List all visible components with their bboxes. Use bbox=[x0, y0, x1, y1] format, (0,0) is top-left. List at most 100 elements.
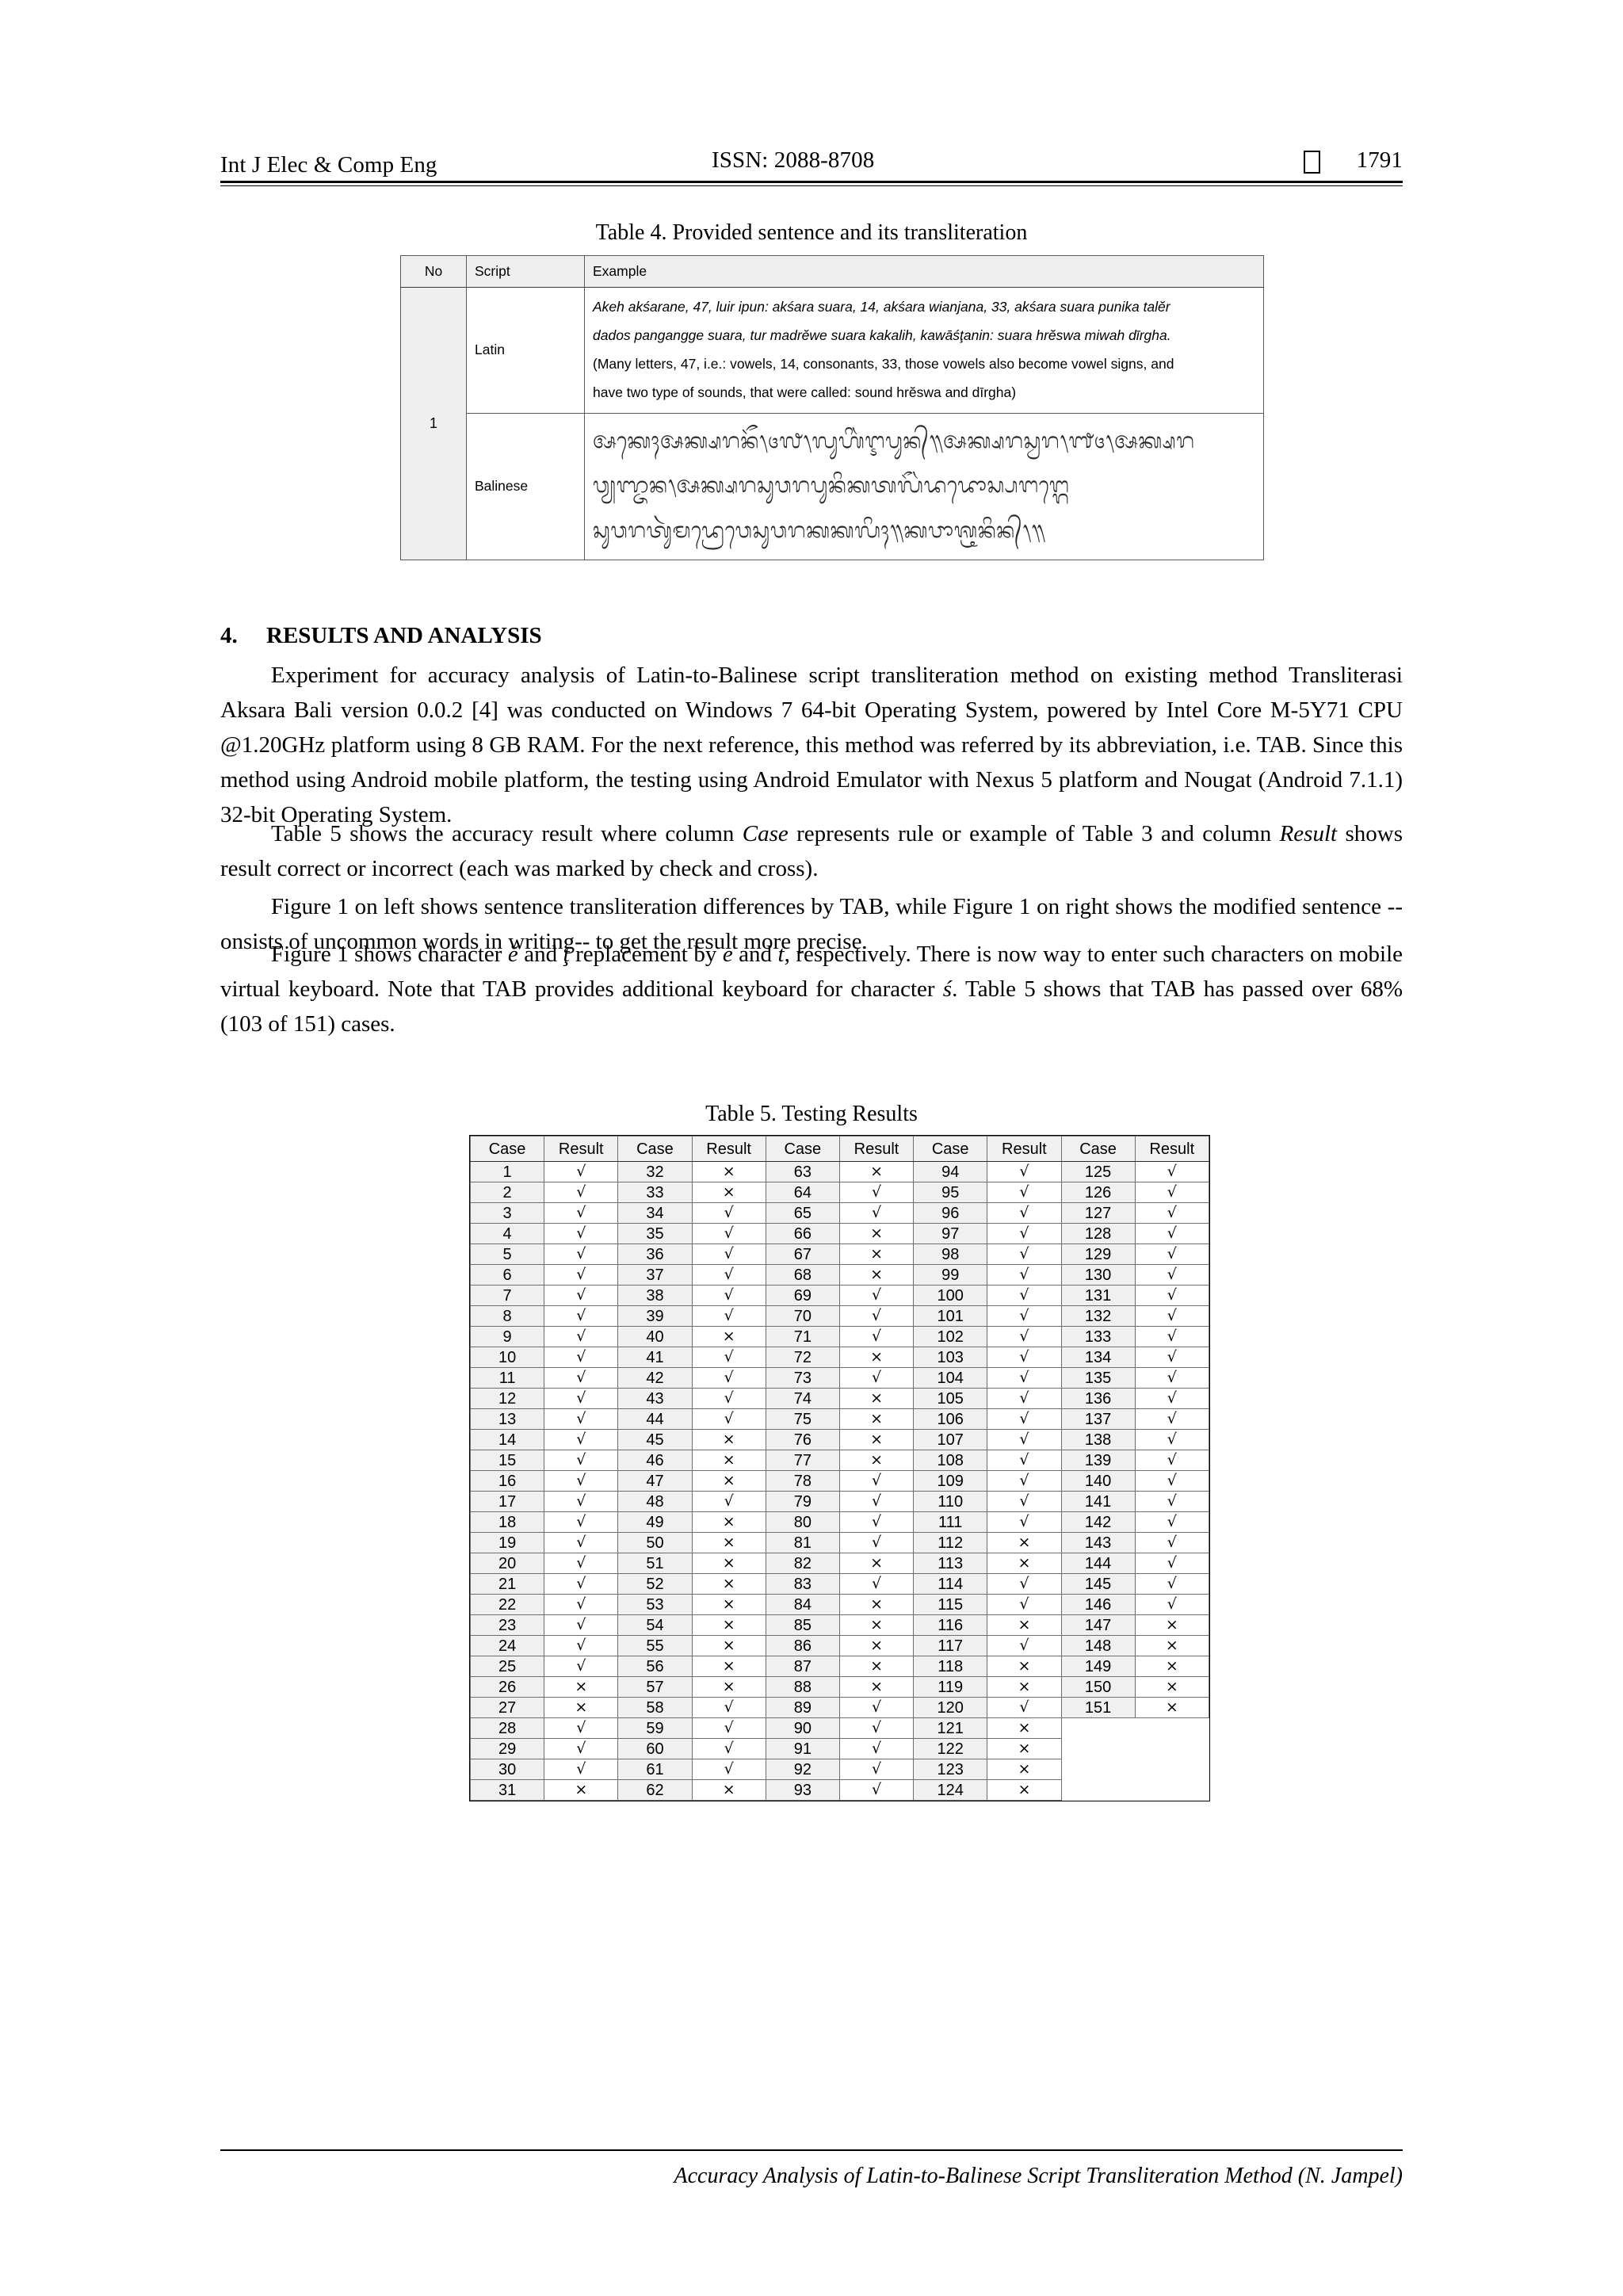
table5-case-cell: 139 bbox=[1060, 1450, 1136, 1471]
table5-case-cell: 89 bbox=[765, 1697, 840, 1718]
table5-result-cell: √ bbox=[1134, 1223, 1210, 1244]
table5-case-cell: 114 bbox=[913, 1573, 988, 1595]
table5-result-cell: √ bbox=[691, 1717, 766, 1739]
table5-result-cell: × bbox=[691, 1779, 766, 1801]
table5-result-cell: × bbox=[691, 1470, 766, 1492]
table5-result-cell: √ bbox=[1134, 1388, 1210, 1409]
table5-case-cell: 51 bbox=[617, 1553, 693, 1574]
journal-name: Int J Elec & Comp Eng bbox=[220, 152, 437, 178]
table-row: 24 √ 55 × 86 × 117 √ 148 × bbox=[469, 1635, 1210, 1656]
table-row: 16 √ 47 × 78 √ 109 √ 140 √ bbox=[469, 1470, 1210, 1492]
table5-case-cell: 99 bbox=[913, 1264, 988, 1286]
table4-row-balinese: Balinese ᬅᬓᬾᬄᬅᬓ᭄ᬱᬭᬦᭂ᭞᭔᭗᭞ᬮᬸᬳᬶᬃᬇᬧᬸᬦ᭄᭟ᬅᬓ᭄ᬱᬭ… bbox=[401, 412, 1264, 560]
table5-result-cell: √ bbox=[544, 1285, 619, 1306]
table5-result-cell: × bbox=[987, 1532, 1062, 1553]
table5-result-cell: √ bbox=[544, 1470, 619, 1492]
table5-case-cell: 43 bbox=[617, 1388, 693, 1409]
table-row: 21 √ 52 × 83 √ 114 √ 145 √ bbox=[469, 1573, 1210, 1595]
table5-result-cell: × bbox=[544, 1779, 619, 1801]
table5-case-cell: 79 bbox=[765, 1491, 840, 1512]
table5-result-cell: √ bbox=[987, 1223, 1062, 1244]
balinese-line-1: ᬅᬓᬾᬄᬅᬓ᭄ᬱᬭᬦᭂ᭞᭔᭗᭞ᬮᬸᬳᬶᬃᬇᬧᬸᬦ᭄᭟ᬅᬓ᭄ᬱᬭᬲ᭄ᬯᬭ᭞᭑᭔᭞ᬅ… bbox=[593, 428, 1195, 453]
table-row: 20 √ 51 × 82 × 113 × 144 √ bbox=[469, 1553, 1210, 1574]
table5-result-cell: √ bbox=[544, 1511, 619, 1533]
table5-result-cell: √ bbox=[987, 1264, 1062, 1286]
table5-result-cell: × bbox=[1134, 1614, 1210, 1636]
table5-case-cell: 112 bbox=[913, 1532, 988, 1553]
table5-result-cell: √ bbox=[691, 1759, 766, 1780]
table5-result-cell: √ bbox=[987, 1182, 1062, 1203]
table5-result-cell: √ bbox=[987, 1367, 1062, 1389]
table5-empty-cell bbox=[1135, 1738, 1209, 1759]
table5-result-cell: √ bbox=[987, 1697, 1062, 1718]
table5-case-cell: 96 bbox=[913, 1202, 988, 1224]
table-row: 18 √ 49 × 80 √ 111 √ 142 √ bbox=[469, 1511, 1210, 1533]
p2-italic-case: Case bbox=[742, 821, 789, 846]
table5-caption: Table 5. Testing Results bbox=[705, 1102, 918, 1126]
table5-result-cell: √ bbox=[1134, 1594, 1210, 1615]
table5-case-cell: 12 bbox=[469, 1388, 545, 1409]
table5-case-cell: 74 bbox=[765, 1388, 840, 1409]
table5-result-cell: √ bbox=[1134, 1553, 1210, 1574]
table5-case-cell: 73 bbox=[765, 1367, 840, 1389]
table5-result-cell: √ bbox=[691, 1305, 766, 1327]
paragraph-4-text: Figure 1 shows character ĕ and ţ replace… bbox=[220, 937, 1403, 1041]
table5-result-cell: × bbox=[987, 1553, 1062, 1574]
table5-result-cell: √ bbox=[987, 1285, 1062, 1306]
table5-result-cell: √ bbox=[544, 1202, 619, 1224]
table5-case-cell: 33 bbox=[617, 1182, 693, 1203]
table5-result-cell: √ bbox=[544, 1161, 619, 1182]
table5-case-cell: 16 bbox=[469, 1470, 545, 1492]
table5-case-cell: 60 bbox=[617, 1738, 693, 1759]
paragraph-experiment: Experiment for accuracy analysis of Lati… bbox=[220, 658, 1403, 832]
table5-result-cell: √ bbox=[544, 1223, 619, 1244]
table5-case-cell: 69 bbox=[765, 1285, 840, 1306]
table5-result-cell: √ bbox=[1134, 1326, 1210, 1347]
table5-result-cell: √ bbox=[544, 1305, 619, 1327]
table5-case-cell: 126 bbox=[1060, 1182, 1136, 1203]
table5-result-cell: × bbox=[838, 1429, 915, 1450]
table5-col-result-4: Result bbox=[987, 1136, 1062, 1162]
table5-result-cell: √ bbox=[838, 1511, 915, 1533]
table5-result-cell: √ bbox=[838, 1491, 915, 1512]
table5-case-cell: 78 bbox=[765, 1470, 840, 1492]
table5-result-cell: √ bbox=[1134, 1264, 1210, 1286]
table5-result-cell: √ bbox=[987, 1511, 1062, 1533]
table4-col-no: No bbox=[400, 255, 467, 288]
table4-caption: Table 4. Provided sentence and its trans… bbox=[595, 220, 1028, 245]
table5-result-cell: × bbox=[838, 1450, 915, 1471]
header-rule-thin bbox=[220, 185, 1403, 186]
table5-result-cell: × bbox=[838, 1614, 915, 1636]
table5-result-cell: √ bbox=[838, 1759, 915, 1780]
running-head: Int J Elec & Comp Eng ISSN: 2088-8708 17… bbox=[220, 147, 1403, 178]
table5-case-cell: 118 bbox=[913, 1656, 988, 1677]
table5-result-cell: √ bbox=[838, 1326, 915, 1347]
table5-case-cell: 109 bbox=[913, 1470, 988, 1492]
table-row: 7 √ 38 √ 69 √ 100 √ 131 √ bbox=[469, 1285, 1210, 1306]
table5-case-cell: 128 bbox=[1060, 1223, 1136, 1244]
table5-case-cell: 41 bbox=[617, 1347, 693, 1368]
table5-result-cell: √ bbox=[987, 1244, 1062, 1265]
section-heading: 4. RESULTS AND ANALYSIS bbox=[220, 623, 542, 649]
table5-case-cell: 56 bbox=[617, 1656, 693, 1677]
table5-case-cell: 104 bbox=[913, 1367, 988, 1389]
table5-case-cell: 26 bbox=[469, 1676, 545, 1698]
table5-case-cell: 46 bbox=[617, 1450, 693, 1471]
table5-result-cell: √ bbox=[987, 1202, 1062, 1224]
table5-result-cell: √ bbox=[1134, 1450, 1210, 1471]
table-row: 12 √ 43 √ 74 × 105 √ 136 √ bbox=[469, 1388, 1210, 1409]
table5-case-cell: 49 bbox=[617, 1511, 693, 1533]
table5-result-cell: √ bbox=[987, 1347, 1062, 1368]
table5-case-cell: 11 bbox=[469, 1367, 545, 1389]
table4-cell-example-latin: Akeh akśarane, 47, luir ipun: akśara sua… bbox=[584, 287, 1264, 414]
table5-case-cell: 116 bbox=[913, 1614, 988, 1636]
table5-result-cell: √ bbox=[838, 1182, 915, 1203]
table5-result-cell: √ bbox=[691, 1347, 766, 1368]
table5-result-cell: × bbox=[838, 1388, 915, 1409]
table5-col-result-1: Result bbox=[544, 1136, 619, 1162]
table5-case-cell: 84 bbox=[765, 1594, 840, 1615]
table5-case-cell: 125 bbox=[1060, 1161, 1136, 1182]
table5-result-cell: √ bbox=[1134, 1408, 1210, 1430]
table5-result-cell: √ bbox=[544, 1738, 619, 1759]
table5-case-cell: 90 bbox=[765, 1717, 840, 1739]
